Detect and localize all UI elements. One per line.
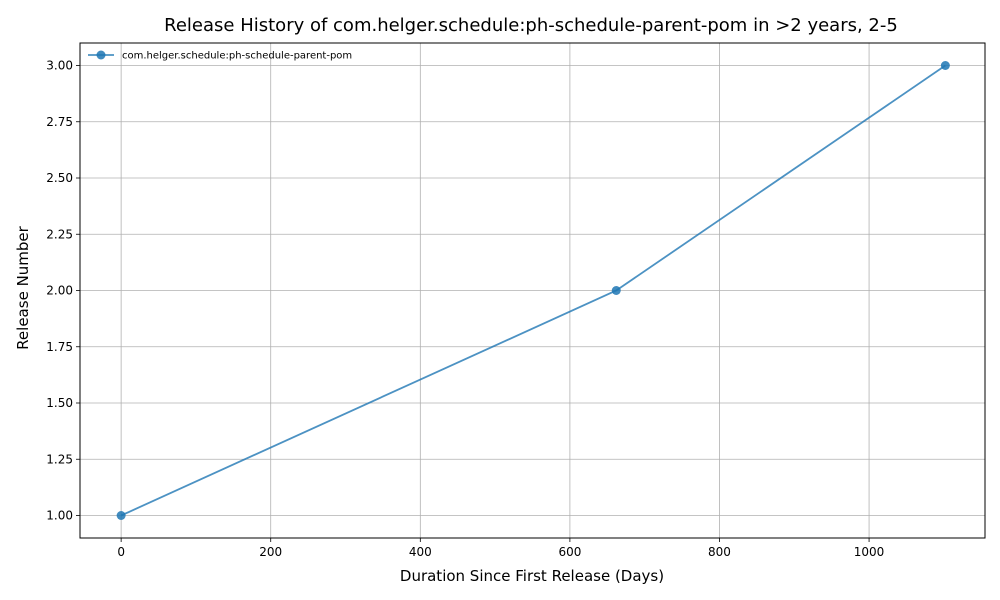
y-tick-label: 1.00: [46, 509, 73, 523]
x-tick-label: 1000: [854, 545, 885, 559]
x-tick-label: 0: [117, 545, 125, 559]
y-tick-label: 1.75: [46, 340, 73, 354]
data-point: [940, 61, 950, 70]
axis-ticks: 0 200 400 600 800 1000 1.00 1.25 1.50 1.75 2.00 2.2…: [46, 59, 884, 560]
y-tick-label: 3.00: [46, 59, 73, 73]
y-tick-label: 2.25: [46, 227, 73, 241]
y-tick-label: 1.50: [46, 396, 73, 410]
chart-title: Release History of com.helger.schedule:p…: [164, 15, 898, 36]
x-tick-label: 400: [409, 545, 432, 559]
x-tick-label: 800: [708, 545, 731, 559]
y-tick-label: 2.00: [46, 284, 73, 298]
y-tick-label: 2.75: [46, 115, 73, 129]
legend-entry-label: com.helger.schedule:ph-schedule-parent-p…: [122, 51, 352, 62]
data-point: [611, 286, 621, 295]
legend: com.helger.schedule:ph-schedule-parent-p…: [88, 50, 352, 62]
x-tick-label: 200: [259, 545, 282, 559]
series-layer: [116, 61, 950, 520]
data-point: [116, 511, 126, 520]
legend-marker: [96, 50, 106, 60]
x-axis-label: Duration Since First Release (Days): [400, 567, 664, 585]
y-axis-label: Release Number: [14, 225, 32, 349]
x-tick-label: 600: [558, 545, 581, 559]
y-tick-label: 1.25: [46, 452, 73, 466]
grid-lines: [80, 43, 985, 538]
y-tick-label: 2.50: [46, 171, 73, 185]
